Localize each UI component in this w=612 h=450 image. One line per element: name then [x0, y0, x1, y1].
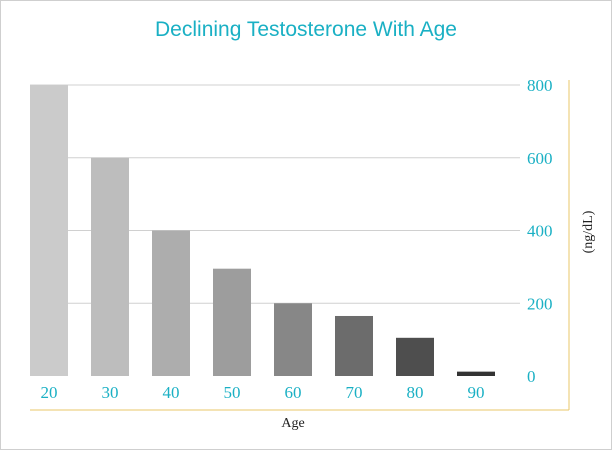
x-tick-label: 30 — [102, 383, 119, 402]
bar-40 — [152, 230, 190, 376]
x-tick-label: 60 — [285, 383, 302, 402]
y-tick-label: 800 — [527, 76, 553, 95]
bar-80 — [396, 337, 434, 376]
bar-30 — [91, 157, 129, 376]
bar-20 — [30, 85, 68, 376]
y-axis-label: (ng/dL) — [581, 210, 596, 253]
x-tick-label: 90 — [468, 383, 485, 402]
bar-90 — [457, 371, 495, 376]
x-tick-labels: 20 30 40 50 60 70 80 90 — [41, 383, 485, 402]
bar-60 — [274, 303, 312, 376]
y-tick-label: 0 — [527, 367, 536, 386]
y-tick-label: 200 — [527, 294, 553, 313]
x-tick-label: 50 — [224, 383, 241, 402]
x-tick-label: 70 — [346, 383, 363, 402]
x-tick-label: 40 — [163, 383, 180, 402]
bar-70 — [335, 315, 373, 376]
y-tick-label: 600 — [527, 149, 553, 168]
chart-title: Declining Testosterone With Age — [155, 18, 457, 41]
x-tick-label: 20 — [41, 383, 58, 402]
y-tick-labels: 0 200 400 600 800 — [527, 76, 553, 386]
x-tick-label: 80 — [407, 383, 424, 402]
axes — [30, 80, 570, 411]
x-axis-label: Age — [281, 416, 304, 431]
y-tick-label: 400 — [527, 222, 553, 241]
bar-50 — [213, 268, 251, 376]
bars — [30, 85, 495, 376]
